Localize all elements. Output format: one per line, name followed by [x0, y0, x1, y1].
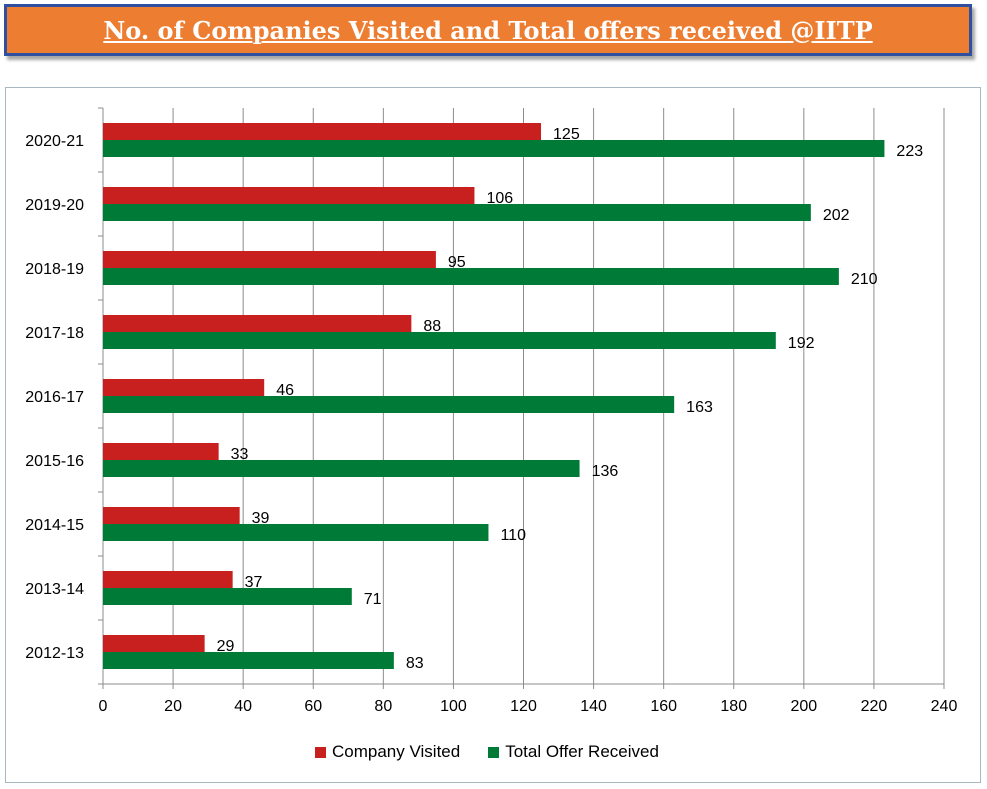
data-label: 95 — [448, 254, 466, 271]
bar-company-visited — [103, 187, 475, 204]
x-tick-label: 60 — [304, 698, 322, 715]
data-label: 202 — [823, 207, 850, 224]
data-label: 223 — [896, 143, 923, 160]
y-tick-label: 2017-18 — [25, 325, 84, 342]
bar-total-offer-received — [103, 524, 489, 541]
bar-total-offer-received — [103, 396, 675, 413]
bar-company-visited — [103, 443, 219, 460]
data-label: 46 — [276, 382, 294, 399]
data-label: 192 — [788, 335, 815, 352]
x-tick-label: 220 — [861, 698, 888, 715]
y-tick-label: 2019-20 — [25, 197, 84, 214]
legend-label-company-visited: Company Visited — [332, 742, 461, 761]
legend-swatch-total-offer-received — [488, 746, 500, 758]
bar-total-offer-received — [103, 140, 885, 157]
legend-item-total-offer-received: Total Offer Received — [488, 742, 659, 762]
x-tick-label: 0 — [99, 698, 108, 715]
x-tick-label: 40 — [234, 698, 252, 715]
data-label: 37 — [245, 574, 263, 591]
bar-company-visited — [103, 123, 542, 140]
bar-company-visited — [103, 635, 205, 652]
data-label: 83 — [406, 655, 424, 672]
x-tick-label: 120 — [510, 698, 537, 715]
data-label: 33 — [231, 446, 249, 463]
x-tick-label: 160 — [650, 698, 677, 715]
legend-item-company-visited: Company Visited — [315, 742, 460, 762]
x-tick-label: 140 — [580, 698, 607, 715]
bar-total-offer-received — [103, 652, 394, 669]
data-label: 163 — [686, 399, 713, 416]
bar-company-visited — [103, 251, 436, 268]
data-label: 210 — [851, 271, 878, 288]
legend-swatch-company-visited — [315, 746, 326, 758]
data-label: 136 — [592, 463, 619, 480]
bar-total-offer-received — [103, 588, 352, 605]
y-tick-label: 2013-14 — [25, 581, 84, 598]
y-tick-label: 2016-17 — [25, 389, 84, 406]
x-tick-label: 20 — [164, 698, 182, 715]
x-tick-label: 100 — [440, 698, 467, 715]
legend-label-total-offer-received: Total Offer Received — [505, 742, 659, 761]
y-tick-label: 2012-13 — [25, 645, 84, 662]
bar-total-offer-received — [103, 204, 811, 221]
x-tick-label: 80 — [374, 698, 392, 715]
data-label: 125 — [553, 126, 580, 143]
bar-company-visited — [103, 315, 412, 332]
y-tick-label: 2020-21 — [25, 133, 84, 150]
data-label: 71 — [364, 591, 382, 608]
chart-title-banner: No. of Companies Visited and Total offer… — [4, 4, 972, 56]
chart-title: No. of Companies Visited and Total offer… — [103, 15, 873, 45]
x-tick-label: 240 — [931, 698, 958, 715]
data-label: 106 — [486, 190, 513, 207]
y-tick-label: 2015-16 — [25, 453, 84, 470]
data-label: 39 — [252, 510, 270, 527]
y-tick-label: 2018-19 — [25, 261, 84, 278]
x-tick-label: 180 — [720, 698, 747, 715]
data-label: 110 — [500, 527, 526, 544]
bar-company-visited — [103, 507, 240, 524]
legend: Company Visited Total Offer Received — [315, 741, 687, 763]
bar-total-offer-received — [103, 268, 839, 285]
x-tick-label: 200 — [790, 698, 817, 715]
bar-company-visited — [103, 379, 265, 396]
y-tick-label: 2014-15 — [25, 517, 84, 534]
bar-company-visited — [103, 571, 233, 588]
bar-total-offer-received — [103, 460, 580, 477]
data-label: 88 — [423, 318, 441, 335]
bar-total-offer-received — [103, 332, 776, 349]
data-label: 29 — [217, 638, 235, 655]
